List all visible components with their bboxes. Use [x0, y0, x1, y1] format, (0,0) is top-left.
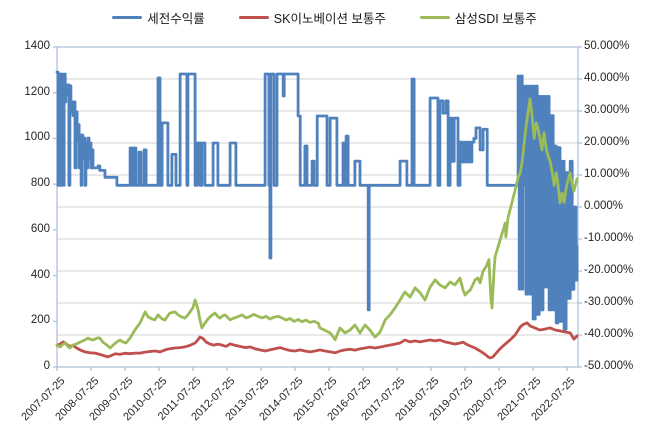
left-axis-label: 600	[30, 222, 50, 235]
left-axis-label: 1000	[24, 131, 50, 144]
series-pretax-yield	[55, 70, 579, 331]
right-axis-label: 10.000%	[584, 168, 630, 180]
right-axis-label: 0.000%	[584, 200, 624, 212]
right-axis-label: 30.000%	[584, 104, 630, 116]
right-axis-label: -10.000%	[584, 232, 634, 244]
series-sk-innovation	[55, 321, 579, 360]
legend-label-pretax-yield: 세전수익률	[147, 12, 205, 26]
left-axis-label: 1400	[24, 40, 50, 52]
right-axis-label: -30.000%	[584, 296, 634, 308]
left-axis-label: 0	[43, 360, 50, 372]
left-axis-label: 400	[30, 268, 50, 281]
right-axis-label: 20.000%	[584, 136, 630, 148]
left-axis-label: 800	[30, 177, 50, 190]
right-axis-label: -20.000%	[584, 264, 634, 276]
left-axis-label: 1200	[24, 85, 50, 98]
legend-line-swatch-green	[419, 16, 450, 19]
left-axis-label: 200	[30, 314, 50, 327]
right-axis-label: 40.000%	[584, 72, 630, 84]
legend-label-sk-innovation: SK이노베이션 보통주	[273, 12, 386, 26]
chart-legend: 세전수익률 SK이노베이션 보통주 삼성SDI 보통주	[0, 8, 649, 27]
series-samsung-sdi	[55, 97, 579, 350]
legend-line-swatch-blue	[112, 16, 143, 19]
right-axis-label: 50.000%	[584, 40, 630, 52]
legend-item-pretax-yield: 세전수익률	[112, 8, 205, 27]
right-axis-label: -40.000%	[584, 328, 634, 340]
legend-label-samsung-sdi: 삼성SDI 보통주	[454, 12, 537, 26]
legend-item-sk-innovation: SK이노베이션 보통주	[238, 8, 386, 27]
legend-line-swatch-red	[238, 16, 269, 19]
legend-item-samsung-sdi: 삼성SDI 보통주	[419, 8, 537, 27]
right-axis-label: -50.000%	[584, 360, 634, 372]
